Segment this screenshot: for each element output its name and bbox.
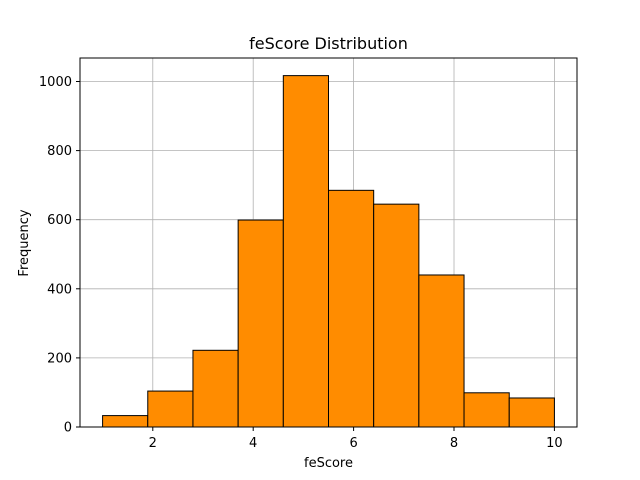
x-axis-ticks: 2 4 6 8 10 (149, 427, 563, 451)
histogram-bar (508, 397, 555, 428)
histogram-bar (463, 392, 510, 428)
y-tick-label: 600 (47, 213, 72, 228)
histogram-bar (147, 390, 194, 428)
histogram-bar (102, 415, 149, 428)
x-tick-label: 10 (546, 436, 563, 451)
histogram-bar (418, 274, 465, 428)
y-axis-ticks: 0 200 400 600 800 1000 (39, 75, 80, 436)
y-tick-label: 1000 (39, 75, 72, 90)
x-tick-label: 8 (450, 436, 458, 451)
histogram-bar (328, 189, 375, 428)
x-axis-label: feScore (304, 456, 353, 471)
y-tick-label: 200 (47, 351, 72, 366)
x-tick-label: 4 (249, 436, 257, 451)
bars (102, 75, 555, 428)
y-tick-label: 400 (47, 282, 72, 297)
y-tick-label: 800 (47, 144, 72, 159)
chart-title: feScore Distribution (249, 34, 408, 53)
histogram-bar (192, 349, 239, 428)
x-tick-label: 2 (149, 436, 157, 451)
plot-frame (79, 57, 578, 428)
histogram-bar (373, 203, 420, 428)
x-tick-label: 6 (349, 436, 357, 451)
y-tick-label: 0 (64, 421, 72, 436)
histogram-bar (237, 219, 284, 428)
y-axis-label: Frequency (17, 209, 32, 276)
histogram-bar (282, 75, 329, 428)
